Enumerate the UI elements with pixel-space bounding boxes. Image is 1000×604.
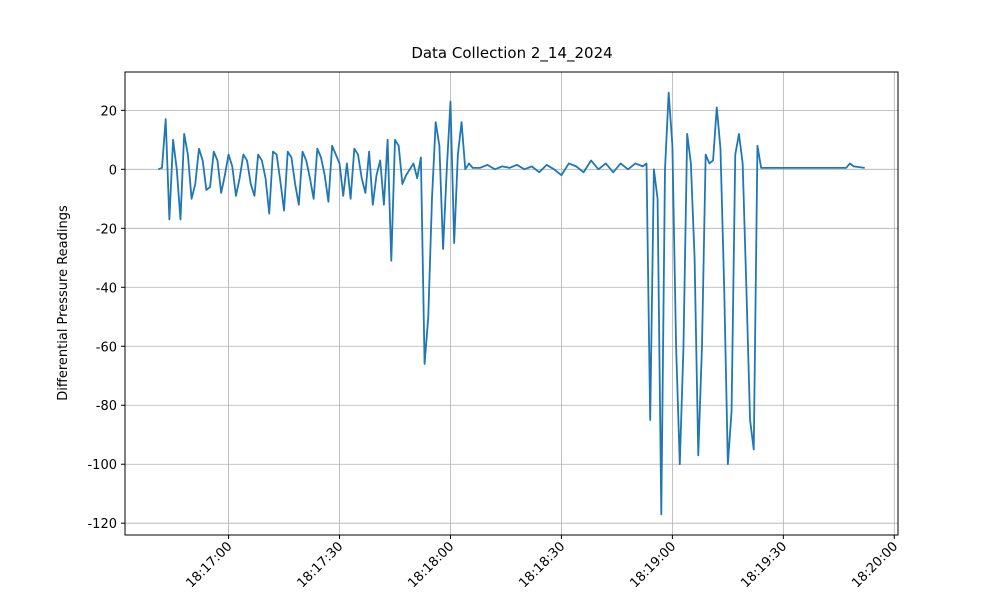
y-tick-label: -120 [87,517,117,532]
y-tick-label: -100 [87,458,117,473]
grid [125,72,898,535]
plot-frame [124,71,899,536]
chart-title: Data Collection 2_14_2024 [411,44,612,63]
y-tick-label: -60 [96,340,117,355]
y-tick-label: 0 [109,163,117,178]
y-tick-label: -20 [96,222,117,237]
data-line [157,91,865,516]
y-tick-label: -80 [96,399,117,414]
y-axis-label: Differential Pressure Readings [56,205,71,401]
y-tick-label: -40 [96,281,117,296]
plot [157,91,865,516]
y-tick-label: 20 [100,104,117,119]
